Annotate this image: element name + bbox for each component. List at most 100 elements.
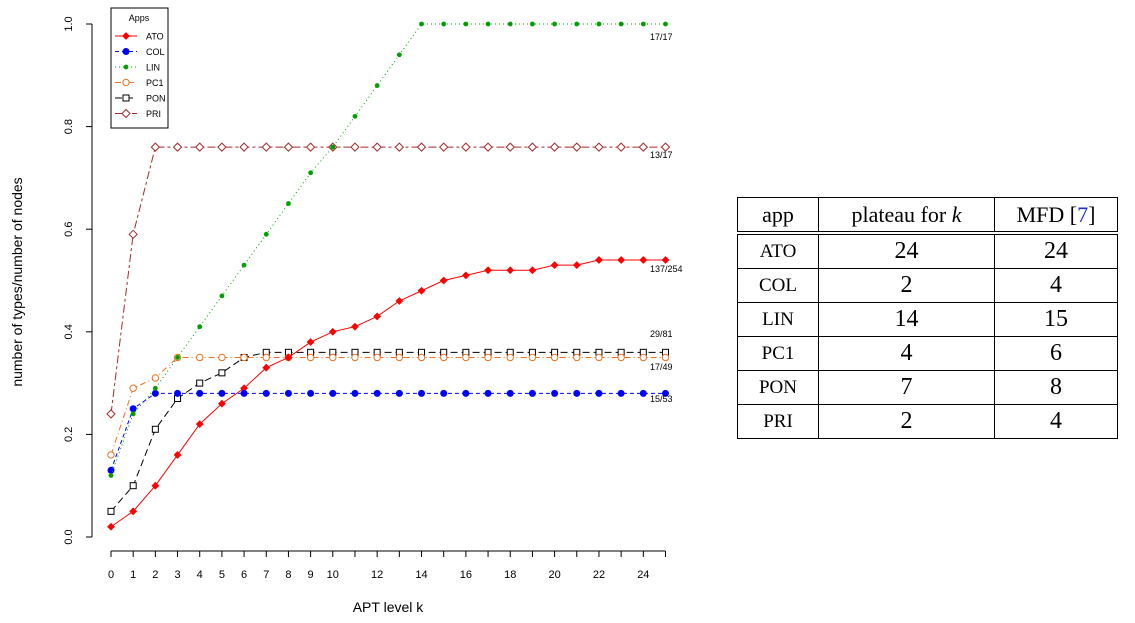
x-tick-label: 24: [637, 569, 649, 581]
data-point: [306, 338, 315, 346]
x-tick-label: 16: [460, 569, 472, 581]
legend-label: PON: [146, 94, 166, 104]
legend-label: LIN: [146, 63, 160, 73]
data-point: [505, 142, 515, 152]
header-plateau-var: k: [951, 201, 962, 227]
data-point: [617, 389, 625, 397]
data-point: [195, 420, 204, 429]
data-point: [106, 409, 116, 419]
data-point: [197, 324, 203, 330]
legend: Apps ATO COL LIN PC1 PON PRI: [110, 7, 169, 129]
x-tick-label: 20: [548, 569, 560, 581]
cell-plateau: 4: [818, 336, 995, 371]
table-row: COL 2 4: [737, 268, 1118, 303]
x-tick-label: 3: [174, 569, 180, 581]
data-point: [373, 389, 381, 397]
data-point: [173, 451, 182, 459]
data-point: [618, 21, 624, 27]
data-point: [616, 142, 626, 152]
series-layer: [106, 21, 671, 531]
data-point: [640, 21, 646, 27]
series-pon: [107, 348, 669, 515]
data-point: [151, 374, 160, 382]
cell-app: PRI: [737, 404, 819, 439]
data-point: [107, 507, 115, 515]
data-point: [550, 261, 559, 270]
legend-marker: [122, 48, 130, 55]
data-point: [240, 353, 248, 362]
data-point: [394, 142, 405, 152]
legend-item-pri: PRI: [115, 108, 161, 119]
data-point: [416, 142, 427, 152]
data-point: [263, 231, 269, 237]
data-point: [461, 142, 471, 152]
data-point: [196, 389, 204, 397]
data-point: [241, 262, 247, 268]
data-point: [151, 389, 159, 397]
data-point: [395, 297, 404, 305]
data-point: [573, 353, 581, 362]
legend-box: [110, 7, 169, 129]
table-row: PRI 2 4: [737, 404, 1118, 439]
data-point: [129, 482, 137, 490]
data-point: [440, 353, 448, 362]
data-point: [352, 113, 358, 119]
data-point: [461, 271, 470, 280]
data-point: [308, 170, 314, 176]
data-point: [261, 142, 271, 152]
data-point: [441, 21, 447, 27]
data-point: [374, 83, 380, 88]
x-tick-label: 0: [108, 569, 114, 581]
cell-plateau: 14: [818, 302, 995, 337]
cell-plateau: 24: [818, 232, 995, 269]
data-point: [417, 286, 426, 295]
data-point: [595, 389, 603, 397]
x-tick-label: 14: [415, 569, 427, 581]
end-labels: 137/254 15/53 17/17 17/49 29/81 13/17: [650, 32, 683, 404]
data-point: [306, 353, 315, 362]
header-mfd: MFD [7]: [994, 197, 1118, 235]
data-point: [330, 144, 336, 150]
cell-mfd: 15: [994, 302, 1118, 337]
legend-label: PC1: [146, 78, 164, 88]
citation-link[interactable]: 7: [1077, 201, 1089, 227]
data-point: [175, 355, 180, 360]
y-tick-label: 0.6: [63, 222, 75, 237]
data-point: [617, 353, 625, 362]
data-point: [307, 389, 315, 397]
data-point: [151, 481, 160, 490]
cell-plateau: 2: [818, 268, 995, 303]
end-label-pri: 13/17: [650, 150, 673, 160]
y-tick-label: 0.2: [63, 427, 75, 442]
data-point: [595, 256, 603, 264]
data-point: [439, 276, 448, 285]
data-point: [196, 379, 204, 387]
table-row: LIN 14 15: [737, 302, 1118, 337]
data-point: [284, 389, 292, 397]
data-point: [372, 142, 382, 152]
table-row: ATO 24 24: [737, 232, 1118, 269]
data-point: [528, 353, 537, 362]
data-point: [239, 142, 249, 152]
data-point: [506, 389, 514, 397]
data-point: [218, 353, 226, 362]
data-point: [550, 353, 559, 362]
data-point: [419, 21, 424, 27]
data-point: [218, 389, 226, 397]
cell-plateau: 7: [818, 370, 995, 405]
cell-plateau: 2: [818, 404, 995, 439]
table-header-row: app plateau for k MFD [7]: [737, 197, 1118, 235]
data-point: [639, 353, 648, 362]
data-point: [661, 256, 670, 264]
legend-marker: [121, 108, 131, 119]
data-point: [639, 256, 648, 264]
data-point: [462, 389, 470, 397]
series-line: [110, 392, 666, 471]
data-point: [286, 201, 291, 206]
data-point: [573, 389, 581, 397]
y-tick-label: 0.4: [63, 324, 75, 339]
data-point: [572, 142, 582, 152]
end-label-pon: 29/81: [650, 329, 673, 339]
table-row: PC1 4 6: [737, 336, 1118, 371]
data-point: [283, 142, 294, 152]
